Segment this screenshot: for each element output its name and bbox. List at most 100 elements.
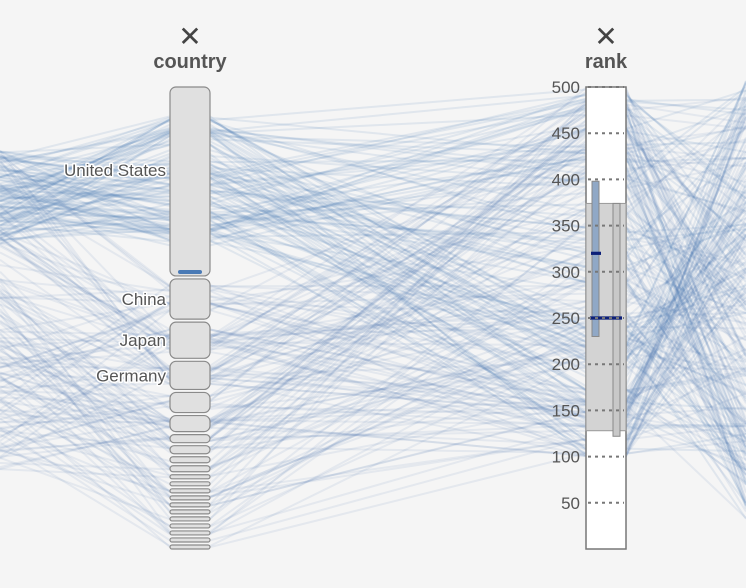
data-polyline (0, 405, 746, 429)
data-polyline (0, 106, 746, 200)
country-category-bar[interactable] (169, 321, 211, 359)
country-category-bar[interactable] (169, 391, 211, 414)
data-polyline (0, 162, 746, 347)
data-polyline (0, 132, 746, 374)
country-category-bar[interactable] (169, 509, 211, 515)
country-category-bar[interactable] (169, 360, 211, 391)
data-polyline (0, 184, 746, 432)
country-category-bar[interactable] (169, 86, 211, 277)
data-polyline (0, 325, 746, 469)
data-polyline (0, 126, 746, 450)
data-polyline (0, 108, 746, 514)
data-polyline (0, 267, 746, 468)
rank-boxplot (591, 180, 600, 337)
country-category-bar[interactable] (169, 434, 211, 444)
country-category-bar[interactable] (169, 445, 211, 455)
data-polyline (0, 264, 746, 533)
data-polyline (0, 124, 746, 451)
remove-rank-icon[interactable]: ✕ (594, 20, 617, 53)
data-polyline (0, 302, 746, 392)
data-polyline (0, 222, 746, 528)
data-polyline (0, 201, 746, 423)
data-polyline (0, 169, 746, 362)
data-polyline (0, 274, 746, 429)
data-polyline (0, 269, 746, 506)
data-polyline (0, 215, 746, 242)
data-polyline (0, 398, 746, 549)
data-polyline (0, 123, 746, 368)
data-polyline (0, 212, 746, 306)
country-category-bar[interactable] (169, 465, 211, 473)
data-polyline (0, 177, 746, 227)
data-polyline (0, 105, 746, 440)
country-category-bar[interactable] (169, 481, 211, 487)
country-category-bar[interactable] (169, 516, 211, 522)
data-polyline (0, 131, 746, 469)
data-polyline (0, 158, 746, 471)
rank-axis-title[interactable]: rank (585, 51, 628, 73)
country-category-bar[interactable] (169, 278, 211, 320)
country-category-bar[interactable] (169, 414, 211, 433)
data-polyline (0, 97, 746, 205)
data-polyline (0, 132, 746, 397)
data-polyline (0, 187, 746, 484)
data-polyline (0, 81, 746, 413)
data-polyline (0, 189, 746, 362)
data-polyline (0, 317, 746, 378)
data-polyline (0, 99, 746, 375)
data-polyline (0, 174, 746, 353)
data-polyline (0, 113, 746, 369)
country-axis-title[interactable]: country (153, 51, 227, 73)
data-polyline (0, 157, 746, 241)
data-polyline (0, 108, 746, 485)
data-polyline (0, 193, 746, 439)
data-polyline (0, 205, 746, 455)
data-polyline (0, 118, 746, 476)
data-polyline (0, 91, 746, 338)
data-polyline (0, 343, 746, 485)
data-polyline (0, 122, 746, 440)
rank-tick-label: 400 (552, 170, 580, 189)
country-axis[interactable]: ✕ country United States China Japan Germany (62, 20, 228, 550)
data-polyline (0, 243, 746, 341)
data-polyline (0, 126, 746, 280)
remove-country-icon[interactable]: ✕ (178, 20, 201, 53)
data-polyline (0, 108, 746, 458)
rank-boxplots (585, 180, 627, 437)
data-polyline (0, 289, 746, 513)
data-polyline (0, 230, 746, 342)
data-polyline (0, 314, 746, 410)
data-polyline (0, 348, 746, 449)
country-category-bars[interactable]: United States China Japan Germany (62, 86, 211, 550)
country-category-bar[interactable] (169, 474, 211, 480)
data-polyline (0, 97, 746, 429)
data-polyline (0, 117, 746, 359)
country-category-bar[interactable] (169, 523, 211, 529)
data-polyline (0, 93, 746, 203)
rank-axis[interactable]: ✕ rank 50 100 150 200 250 300 350 400 450 500 (552, 20, 628, 550)
data-polyline (0, 80, 746, 388)
country-category-bar[interactable] (169, 544, 211, 550)
data-polyline (0, 135, 746, 237)
country-selection-marker (178, 269, 202, 274)
data-polyline (0, 86, 746, 221)
country-category-bar[interactable] (169, 456, 211, 464)
data-polyline (0, 189, 746, 386)
data-polyline (0, 300, 746, 345)
data-polyline (0, 290, 746, 428)
data-polyline (0, 114, 746, 438)
country-category-bar[interactable] (169, 537, 211, 543)
country-category-bar[interactable] (169, 488, 211, 494)
country-category-bar[interactable] (169, 502, 211, 508)
data-polyline (0, 150, 746, 241)
data-polyline (0, 163, 746, 337)
data-polyline (0, 174, 746, 450)
data-polyline (0, 116, 746, 387)
country-category-bar[interactable] (169, 530, 211, 536)
data-polyline (0, 113, 746, 395)
data-polyline (0, 150, 746, 457)
country-category-bar[interactable] (169, 495, 211, 501)
data-polyline (0, 129, 746, 229)
data-polyline (0, 127, 746, 453)
